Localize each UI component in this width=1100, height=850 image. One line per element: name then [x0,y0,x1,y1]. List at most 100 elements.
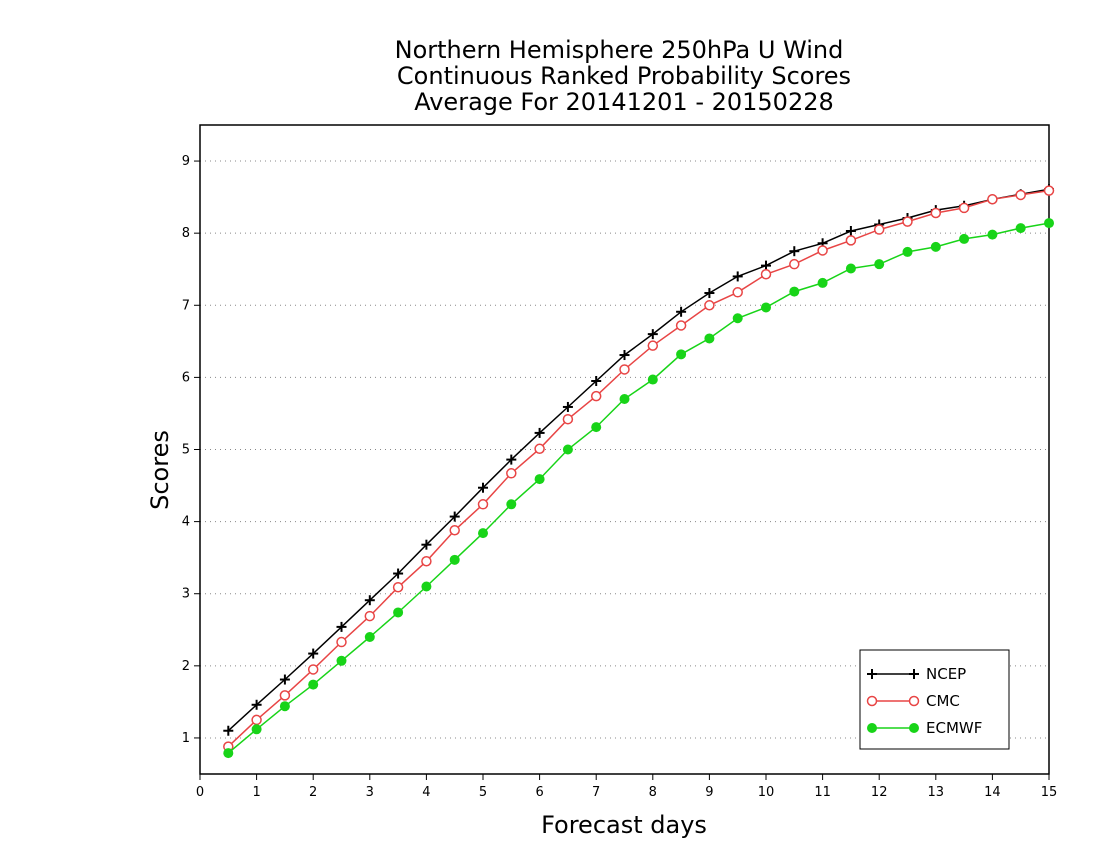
data-point-ecmwf [393,607,404,618]
data-point-cmc [477,499,489,510]
legend-box [859,649,1010,750]
data-point-ncep [364,595,375,606]
data-point-cmc [958,202,970,214]
data-point-ecmwf [308,679,319,690]
data-point-ecmwf [987,229,998,240]
data-point-ecmwf [817,277,828,288]
x-tick-label: 0 [196,785,204,800]
legend: NCEP CMC ECMWF [859,649,1010,750]
data-point-cmc [1015,189,1026,201]
data-point-ncep [449,511,460,522]
data-point-ncep [591,375,602,386]
data-point-ncep [704,288,715,299]
y-tick-label: 2 [182,659,190,674]
data-point-cmc [647,340,659,351]
y-tick-label: 3 [182,587,190,602]
data-point-cmc [732,287,743,298]
data-point-ncep [478,482,488,493]
data-point-ncep [534,427,545,438]
data-point-cmc [902,216,913,227]
x-axis-title: Forecast days [541,811,707,839]
legend-marker [866,695,878,707]
legend-marker [908,695,920,707]
data-point-cmc [336,636,347,648]
data-point-ecmwf [732,313,743,324]
data-point-cmc [307,664,319,675]
y-tick-label: 9 [182,154,190,169]
data-point-cmc [364,610,376,622]
x-tick-label: 10 [758,785,775,800]
data-point-ecmwf [959,233,970,244]
data-point-cmc [506,468,517,479]
data-point-cmc [930,207,942,219]
series-line-ncep [227,188,1050,732]
data-point-cmc [534,443,545,455]
data-point-cmc [675,320,687,331]
data-point-cmc [789,258,800,270]
data-point-ncep [336,621,347,632]
x-tick-label: 6 [535,785,543,800]
data-point-cmc [845,235,857,246]
x-tick-label: 9 [705,785,713,800]
x-tick-label: 8 [649,785,657,800]
y-tick-label: 6 [182,370,190,385]
legend-item-ncep: NCEP [867,665,966,683]
data-point-ncep [647,329,658,340]
data-point-ecmwf [478,528,488,539]
data-point-ecmwf [279,701,290,712]
legend-marker [867,723,877,733]
data-point-ncep [761,260,771,271]
data-point-ncep [845,226,856,237]
legend-label: CMC [926,692,960,710]
data-point-ecmwf [789,286,800,297]
data-point-cmc [421,556,432,567]
data-point-ecmwf [930,241,941,252]
legend-item-ecmwf: ECMWF [867,719,982,737]
data-point-ncep [789,246,800,257]
y-tick-label: 4 [182,515,190,530]
x-tick-label: 2 [309,785,317,800]
data-point-ecmwf [845,263,856,274]
series-group [223,184,1055,759]
data-point-cmc [817,245,828,256]
data-point-ecmwf [647,374,658,385]
x-tick-label: 13 [928,785,945,800]
data-point-cmc [987,194,998,205]
data-point-cmc [449,525,460,536]
x-tick-label: 15 [1041,785,1058,800]
data-point-ecmwf [619,394,630,405]
x-tick-label: 4 [422,785,430,800]
y-tick-label: 7 [182,298,190,313]
y-tick-label: 1 [182,731,190,746]
data-point-ncep [421,539,432,550]
data-point-cmc [704,300,715,311]
data-point-ecmwf [902,246,913,257]
data-point-ncep [676,306,687,317]
y-tick-label: 8 [182,226,190,241]
data-point-cmc [1043,185,1055,196]
legend-item-cmc: CMC [866,692,960,710]
x-tick-label: 1 [252,785,260,800]
data-point-ecmwf [449,554,460,565]
y-axis-title: Scores [146,430,174,510]
series-ecmwf [223,218,1054,759]
data-point-ncep [223,725,234,736]
data-point-ecmwf [1044,218,1054,229]
x-tick-label: 5 [479,785,487,800]
x-tick-label: 11 [814,785,831,800]
x-tick-label: 14 [984,785,1001,800]
legend-marker [909,669,919,679]
data-point-ncep [506,454,517,465]
data-point-ecmwf [761,302,771,313]
data-point-ncep [619,350,630,361]
data-point-ncep [393,568,404,579]
data-point-ecmwf [223,748,234,759]
data-point-ecmwf [336,655,347,666]
data-point-ecmwf [506,499,517,510]
legend-label: ECMWF [926,719,982,737]
legend-marker [909,723,919,733]
data-point-ncep [251,699,262,710]
data-point-ecmwf [704,333,715,344]
data-point-cmc [392,581,404,593]
